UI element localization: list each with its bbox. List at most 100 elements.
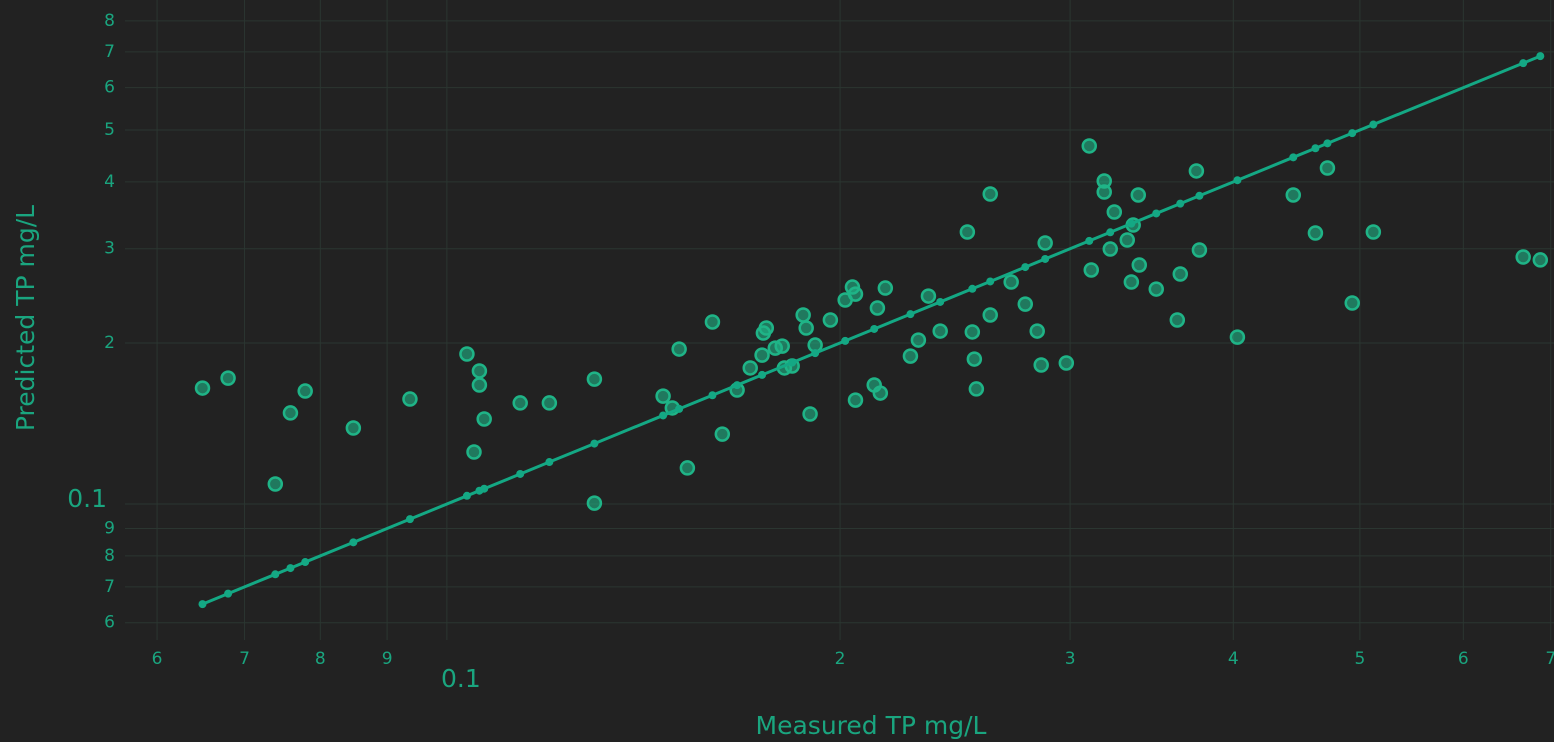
- scatter-point: [1083, 262, 1100, 278]
- line-marker: [986, 277, 995, 286]
- scatter-point: [758, 320, 775, 336]
- line-marker: [1127, 219, 1136, 228]
- scatter-point: [1532, 252, 1549, 268]
- x-tick-label: 3: [1065, 649, 1076, 669]
- scatter-point: [586, 495, 603, 511]
- line-marker: [1311, 144, 1320, 153]
- x-tick-label: 7: [1545, 649, 1554, 669]
- scatter-point: [1148, 281, 1165, 297]
- line-marker: [271, 570, 280, 579]
- y-tick-label: 8: [104, 546, 115, 566]
- scatter-point: [774, 338, 790, 354]
- scatter-point: [1102, 241, 1119, 257]
- scatter-point: [512, 395, 528, 411]
- scatter-point: [982, 307, 998, 323]
- scatter-point: [1344, 295, 1360, 311]
- line-marker: [906, 310, 915, 319]
- line-marker: [733, 381, 742, 390]
- line-marker: [1323, 139, 1332, 148]
- scatter-point: [1119, 232, 1136, 248]
- scatter-point: [476, 411, 492, 427]
- scatter-point: [877, 280, 894, 296]
- line-marker: [590, 439, 599, 448]
- scatter-point: [1037, 235, 1053, 251]
- scatter-point: [920, 288, 937, 304]
- scatter-point: [471, 363, 488, 379]
- scatter-point: [714, 426, 731, 442]
- scatter-point: [964, 324, 981, 340]
- x-tick-label: 2: [835, 649, 846, 669]
- scatter-point: [1515, 249, 1531, 265]
- scatter-point: [1191, 242, 1208, 258]
- x-tick-label: 6: [152, 649, 163, 669]
- scatter-point: [1188, 163, 1205, 179]
- scatter-point: [586, 371, 603, 387]
- scatter-point: [1003, 274, 1019, 290]
- line-marker: [1348, 129, 1357, 138]
- y-tick-label: 3: [104, 239, 115, 259]
- scatter-point: [704, 314, 721, 330]
- line-marker: [301, 558, 310, 567]
- scatter-point: [267, 476, 284, 492]
- scatter-point: [1307, 225, 1324, 241]
- line-marker: [811, 349, 820, 358]
- line-marker: [1152, 209, 1161, 218]
- line-marker: [516, 469, 525, 478]
- x-tick-label: 9: [382, 649, 393, 669]
- scatter-point: [655, 388, 671, 404]
- line-marker: [1195, 191, 1204, 200]
- line-marker: [1085, 236, 1094, 245]
- scatter-point: [847, 286, 864, 302]
- scatter-point: [802, 406, 818, 422]
- scatter-point: [982, 186, 998, 202]
- scatter-point: [1172, 266, 1189, 282]
- y-tick-label: 0.1: [67, 484, 107, 513]
- line-marker: [198, 600, 207, 609]
- scatter-point: [466, 444, 482, 460]
- line-marker: [1106, 228, 1115, 237]
- x-tick-label: 8: [315, 649, 326, 669]
- scatter-point: [910, 332, 927, 348]
- scatter-point: [1123, 274, 1140, 290]
- scatter-point: [754, 347, 770, 363]
- scatter-point: [847, 392, 864, 408]
- line-marker: [224, 589, 233, 598]
- scatter-point: [959, 224, 976, 240]
- y-tick-label: 4: [104, 172, 115, 192]
- x-tick-label: 0.1: [441, 664, 481, 693]
- line-marker: [936, 297, 945, 306]
- line-marker: [1519, 59, 1528, 68]
- scatter-point: [1319, 160, 1336, 176]
- y-tick-label: 2: [104, 333, 115, 353]
- line-marker: [462, 491, 471, 500]
- scatter-point: [932, 323, 948, 339]
- scatter-point: [902, 348, 919, 364]
- scatter-point: [795, 307, 811, 323]
- y-tick-label: 5: [104, 120, 115, 140]
- y-tick-label: 6: [104, 613, 115, 633]
- scatter-point: [1131, 257, 1148, 273]
- scatter-point: [872, 385, 889, 401]
- scatter-point: [402, 391, 418, 407]
- x-axis-title: Measured TP mg/L: [756, 711, 987, 740]
- y-tick-label: 7: [104, 577, 115, 597]
- line-marker: [675, 404, 684, 413]
- scatter-point: [1017, 296, 1034, 312]
- scatter-point: [1169, 312, 1186, 328]
- line-marker: [758, 370, 767, 379]
- line-marker: [286, 564, 295, 573]
- y-tick-label: 8: [104, 11, 115, 31]
- scatter-point: [1130, 187, 1147, 203]
- y-axis-title: Predicted TP mg/L: [11, 205, 40, 431]
- scatter-point: [1096, 184, 1112, 200]
- line-marker: [545, 458, 554, 467]
- line-marker: [968, 284, 977, 293]
- scatter-point: [1029, 323, 1045, 339]
- scatter-point: [1285, 187, 1302, 203]
- scatter-point: [679, 460, 696, 476]
- scatter-point: [282, 405, 299, 421]
- line-marker: [788, 358, 797, 367]
- line-marker: [870, 324, 879, 333]
